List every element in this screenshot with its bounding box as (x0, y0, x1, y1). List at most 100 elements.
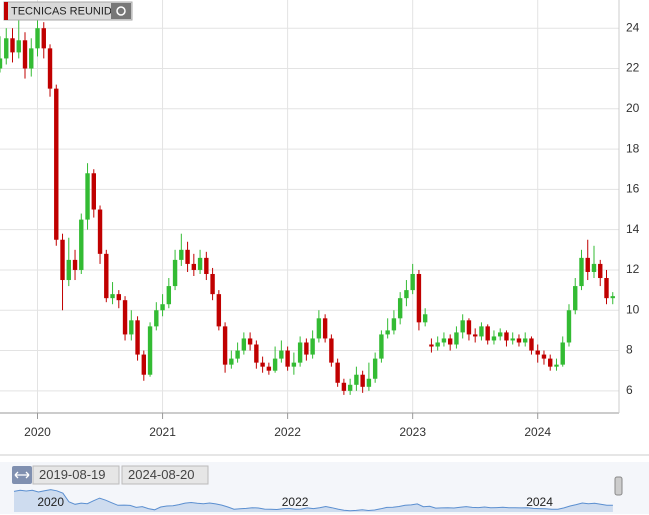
candle-body (385, 330, 390, 335)
title-badge: TECNICAS REUNID (3, 1, 133, 21)
candle-body (560, 342, 565, 365)
candle-body (554, 364, 559, 367)
candle-body (60, 239, 65, 281)
candle-body (523, 338, 528, 343)
x-tick-label: 2023 (399, 425, 426, 439)
candle-body (35, 28, 40, 49)
candle-body (379, 334, 384, 359)
candles (0, 18, 615, 395)
candle-body (510, 338, 515, 341)
candle-body (141, 354, 147, 375)
candle-body (529, 338, 534, 351)
x-tick-label: 2024 (524, 425, 551, 439)
navigator-handle-right[interactable] (614, 476, 623, 496)
candle-body (466, 320, 472, 335)
candle-body (116, 294, 121, 301)
candle-body (241, 338, 247, 351)
candle-body (41, 28, 46, 49)
candle-body (310, 338, 315, 355)
candle-body (235, 350, 240, 359)
title-marker (4, 2, 8, 20)
candle-body (404, 290, 409, 299)
candle-body (297, 342, 303, 363)
candle-body (185, 249, 190, 264)
candle-body (222, 326, 228, 365)
range-end-box[interactable] (121, 465, 209, 485)
y-tick-label: 18 (626, 141, 640, 155)
candle-body (29, 48, 34, 69)
range-start-box[interactable] (32, 465, 120, 485)
candle-body (285, 350, 290, 367)
candle-body (341, 382, 347, 391)
candle-body (447, 338, 453, 345)
candle-body (322, 318, 328, 339)
candle-body (179, 249, 184, 260)
y-tick-label: 10 (626, 302, 640, 316)
candle-body (504, 332, 509, 341)
candle-body (216, 294, 222, 327)
y-tick-label: 12 (626, 262, 640, 276)
refresh-button[interactable] (111, 3, 131, 19)
candle-body (54, 88, 59, 240)
x-tick-label: 2020 (24, 425, 51, 439)
candle-body (160, 304, 165, 311)
candle-body (316, 318, 322, 339)
navigator-tick-label: 2020 (37, 495, 64, 509)
candle-body (104, 253, 109, 299)
y-tick-label: 20 (626, 101, 640, 115)
candle-body (10, 38, 15, 53)
candle-body (541, 354, 547, 359)
candle-body (291, 362, 297, 367)
candle-body (166, 286, 172, 305)
navigator-tick-label: 2022 (282, 495, 309, 509)
candle-body (397, 298, 403, 319)
candle-body (22, 40, 28, 69)
candle-body (498, 332, 503, 337)
candle-body (254, 344, 259, 363)
candle-body (266, 366, 272, 371)
candle-body (347, 384, 353, 391)
candle-body (135, 320, 140, 355)
candle-body (79, 219, 84, 270)
candle-body (329, 338, 334, 363)
candle-body (191, 263, 197, 270)
candle-body (566, 310, 572, 343)
candle-body (147, 326, 153, 375)
candle-body (548, 358, 553, 367)
chart-title: TECNICAS REUNID (11, 5, 112, 17)
candle-body (391, 318, 397, 331)
y-tick-label: 8 (626, 343, 633, 357)
candle-body (441, 338, 447, 343)
candle-body (354, 374, 359, 385)
candle-body (454, 332, 459, 345)
candle-body (0, 58, 3, 69)
candle-body (229, 358, 234, 365)
candle-body (535, 350, 540, 355)
y-tick-label: 22 (626, 61, 640, 75)
navigator-tick-label: 2024 (526, 495, 553, 509)
candle-body (479, 326, 484, 337)
candle-body (410, 273, 415, 291)
candle-body (491, 336, 497, 341)
candle-body (485, 326, 490, 341)
candle-body (279, 350, 284, 359)
candle-body (591, 263, 597, 272)
candle-body (66, 259, 71, 281)
candle-body (4, 38, 9, 59)
x-tick-label: 2022 (274, 425, 301, 439)
candle-body (204, 257, 209, 274)
candle-body (110, 294, 115, 299)
candle-body (85, 173, 90, 220)
navigator: 2019-08-19 2024-08-20 2020 2022 2024 (0, 462, 649, 514)
candle-body (435, 342, 440, 347)
candle-body (416, 273, 422, 323)
x-tick-label: 2021 (149, 425, 176, 439)
candle-body (72, 259, 78, 270)
candle-body (97, 209, 103, 254)
y-tick-label: 16 (626, 182, 640, 196)
candle-body (585, 257, 590, 272)
grid (0, 0, 619, 413)
candle-body (610, 296, 615, 299)
range-start: 2019-08-19 (39, 467, 106, 482)
